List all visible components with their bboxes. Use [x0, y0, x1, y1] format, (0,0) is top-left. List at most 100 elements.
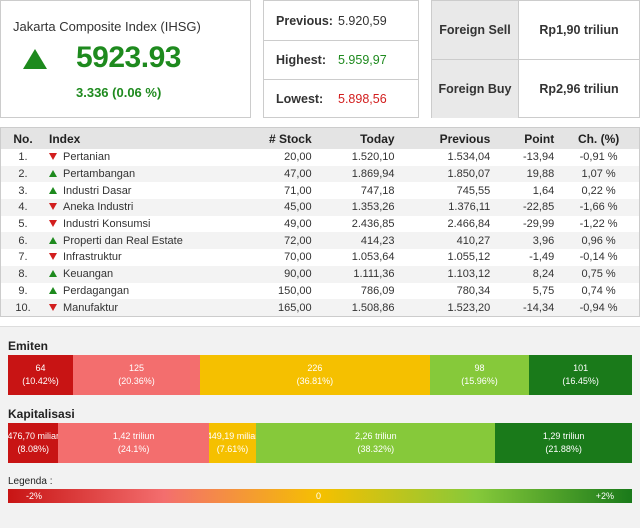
row-no-text: 1. — [18, 151, 28, 164]
foreign-buy-value: Rp2,96 triliun — [539, 82, 619, 96]
row-change-text: -0,14 % — [579, 251, 618, 264]
row-index-name-text: Industri Konsumsi — [63, 218, 151, 231]
down-triangle-icon — [49, 303, 57, 311]
row-point: 3,96 — [494, 232, 559, 250]
row-today: 747,18 — [316, 182, 399, 199]
row-change-text: 0,96 % — [581, 234, 616, 247]
table-row: 7. Infrastruktur 70,00 1.053,64 1.055,12 -1,4… — [1, 249, 640, 266]
previous-value: 5.920,59 — [338, 13, 387, 28]
row-change: 0,96 % — [558, 232, 640, 250]
row-today: 414,23 — [315, 232, 399, 250]
emiten-segment: 226 (36.81%) — [200, 355, 430, 395]
row-previous-text: 1.055,12 — [447, 251, 491, 264]
row-no: 5. — [1, 216, 46, 233]
kapitalisasi-segment: 449,19 miliar (7.61%) — [208, 423, 257, 463]
row-change: -0,94 % — [558, 299, 640, 317]
row-point: -14,34 — [494, 299, 559, 317]
emiten-segment-pct: (15.96%) — [461, 376, 498, 386]
emiten-segment-value: 64 — [35, 363, 46, 373]
row-index-name-text: Keuangan — [63, 268, 114, 281]
row-previous: 1.523,20 — [398, 299, 495, 317]
row-stock-text: 20,00 — [284, 151, 312, 164]
row-index-name: Properti dan Real Estate — [45, 232, 233, 250]
row-stock-text: 72,00 — [284, 234, 312, 247]
row-today-text: 1.111,36 — [353, 268, 395, 281]
row-today-text: 1.508,86 — [351, 301, 395, 314]
legend-mid-label: 0 — [316, 491, 322, 501]
row-today: 1.353,26 — [315, 199, 399, 216]
up-triangle-icon — [49, 236, 57, 244]
kapitalisasi-segment-pct: (8.08%) — [17, 444, 49, 454]
row-change-text: 1,07 % — [581, 168, 616, 181]
row-today: 1.053,64 — [316, 249, 399, 266]
row-point-text: -1,49 — [529, 251, 555, 264]
row-change: -1,22 % — [558, 216, 639, 233]
row-no: 10. — [0, 299, 45, 317]
previous-label: Previous: — [276, 13, 333, 28]
row-previous: 1.376,11 — [398, 199, 495, 216]
table-header-row: No. Index # Stock Today Previous Point C… — [0, 127, 640, 149]
table-row: 1. Pertanian 20,00 1.520,10 1.534,04 -13,94 -0… — [1, 149, 640, 166]
row-no: 9. — [1, 283, 46, 300]
kapitalisasi-segment-pct: (7.61%) — [216, 444, 249, 454]
row-previous: 745,55 — [399, 182, 495, 199]
kapitalisasi-segment-value: 1,42 triliun — [112, 431, 155, 441]
row-change: -0,14 % — [558, 249, 639, 266]
row-previous: 1.850,07 — [398, 165, 495, 183]
row-stock-text: 49,00 — [284, 218, 312, 231]
row-change-text: -0,91 % — [579, 151, 618, 164]
row-change: 1,07 % — [558, 165, 640, 183]
row-previous: 780,34 — [399, 283, 495, 300]
row-index-name: Pertambangan — [45, 165, 233, 183]
row-today: 1.508,86 — [315, 299, 399, 317]
emiten-title: Emiten — [8, 339, 49, 353]
row-change-text: 0,75 % — [581, 268, 616, 281]
row-today: 1.869,94 — [315, 165, 399, 183]
row-point: 1,64 — [494, 182, 558, 199]
col-header-stock: # Stock — [233, 127, 316, 149]
row-stock-text: 165,00 — [278, 301, 312, 314]
row-no-text: 6. — [18, 234, 28, 247]
table-row: 5. Industri Konsumsi 49,00 2.436,85 2.466,84… — [1, 216, 640, 233]
kapitalisasi-segment-pct: (38.32%) — [357, 444, 395, 454]
up-triangle-icon — [49, 170, 57, 178]
row-today-text: 747,18 — [360, 184, 395, 197]
row-today-text: 1.520,10 — [351, 151, 395, 164]
foreign-sell-value: Rp1,90 triliun — [539, 23, 619, 37]
kapitalisasi-segment-pct: (24.1%) — [117, 444, 150, 454]
legend-max-label: +2% — [595, 491, 614, 501]
row-previous: 2.466,84 — [399, 216, 495, 233]
table-row: 9. Perdagangan 150,00 786,09 780,34 5,75 0,74 … — [1, 283, 640, 300]
kapitalisasi-segment: 2,26 triliun (38.32%) — [256, 423, 496, 463]
row-stock: 49,00 — [233, 216, 316, 233]
legend-min-label: -2% — [26, 491, 43, 501]
table-row: 10. Manufaktur 165,00 1.508,86 1.523,20 -14,3… — [0, 299, 640, 317]
row-previous: 410,27 — [398, 232, 495, 250]
emiten-segment: 101 (16.45%) — [529, 355, 632, 395]
emiten-segment-value: 226 — [307, 363, 323, 373]
row-point: -29,99 — [494, 216, 558, 233]
row-index-name-text: Infrastruktur — [63, 251, 122, 264]
row-today: 786,09 — [316, 283, 399, 300]
row-index-name: Industri Dasar — [45, 182, 233, 199]
row-today-text: 1.869,94 — [351, 168, 395, 181]
row-today-text: 2.436,85 — [351, 218, 395, 231]
row-index-name-text: Pertanian — [63, 151, 111, 164]
row-change-text: -1,22 % — [579, 218, 618, 231]
col-header-change: Ch. (%) — [558, 127, 640, 149]
up-arrow-icon — [23, 49, 47, 69]
emiten-segment: 125 (20.36%) — [73, 355, 201, 395]
up-triangle-icon — [49, 270, 57, 278]
highest-label: Highest: — [276, 53, 326, 67]
emiten-segment-pct: (10.42%) — [22, 376, 59, 386]
row-no: 6. — [0, 232, 45, 250]
row-today-text: 414,23 — [360, 234, 395, 247]
table-row: 6. Properti dan Real Estate 72,00 414,23 410… — [0, 232, 640, 250]
previous-row: Previous: 5.920,59 — [264, 1, 418, 40]
foreign-flow-panel: Foreign Sell Rp1,90 triliun Foreign Buy … — [431, 0, 640, 118]
row-previous-text: 1.523,20 — [447, 301, 491, 314]
kapitalisasi-segment: 476,70 miliar (8.08%) — [8, 423, 59, 463]
breadth-panel: Emiten 64 (10.42%) 125 (20.36%) 226 (36.81%) 9… — [0, 326, 640, 528]
col-header-previous: Previous — [398, 127, 495, 149]
up-triangle-icon — [49, 286, 57, 294]
